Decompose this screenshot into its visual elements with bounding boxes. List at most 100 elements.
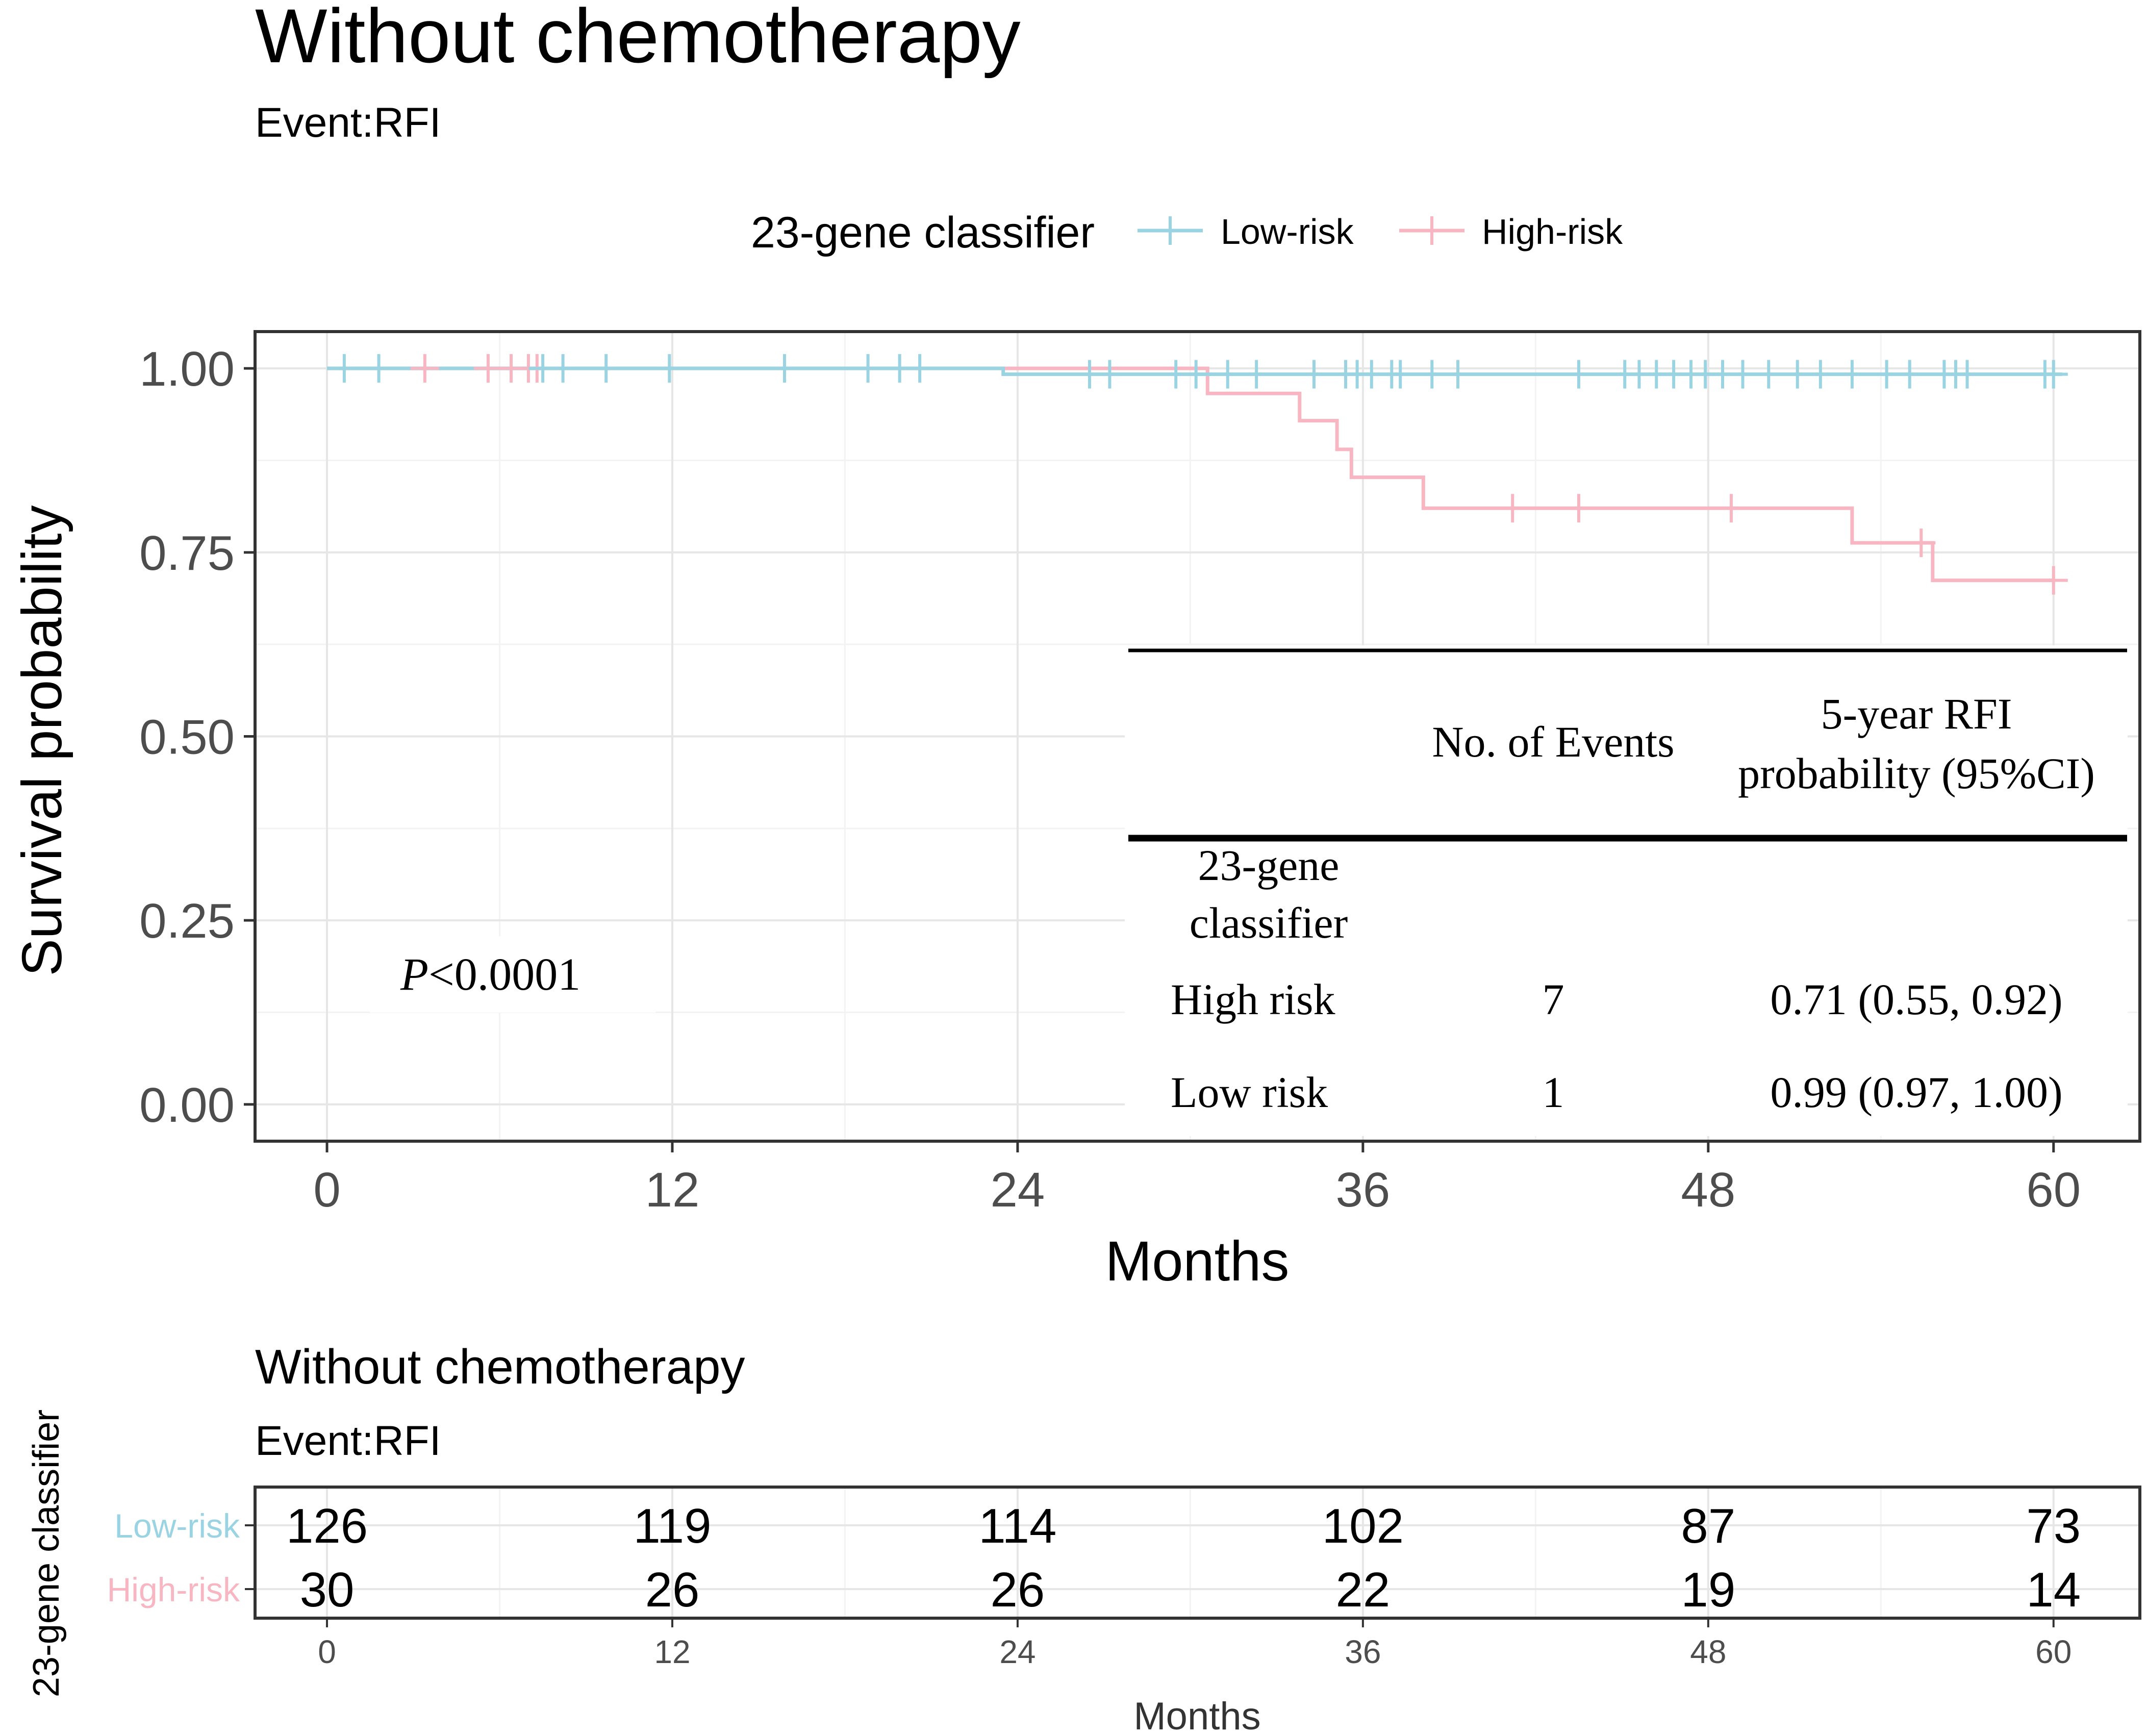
inset-header-events: No. of Events — [1432, 717, 1674, 766]
censor-mark-low-risk — [1754, 360, 1783, 389]
risk-x-tick-label: 0 — [318, 1633, 336, 1670]
legend-key-low-risk-mark — [1156, 216, 1184, 245]
censor-mark-high-risk — [410, 354, 439, 383]
risk-table-subtitle: Event:RFI — [255, 1418, 441, 1464]
censor-mark-low-risk — [1728, 360, 1757, 389]
censor-mark-low-risk — [1213, 360, 1242, 389]
censor-mark-low-risk — [1299, 360, 1328, 389]
y-tick-label: 0.25 — [139, 894, 235, 948]
risk-x-tick-label: 60 — [2035, 1633, 2072, 1670]
legend-title: 23-gene classifier — [751, 208, 1095, 257]
censor-mark-low-risk — [1181, 360, 1210, 389]
legend: 23-gene classifier Low-risk High-risk — [751, 208, 1623, 257]
y-tick-label: 0.50 — [139, 710, 235, 765]
inset-row-prob: 0.99 (0.97, 1.00) — [1770, 1068, 2062, 1117]
risk-cell-value: 73 — [2026, 1499, 2081, 1553]
censor-mark-low-risk — [1564, 360, 1593, 389]
inset-header-prob-line1: 5-year RFI — [1821, 689, 2012, 738]
censor-mark-low-risk — [1242, 360, 1271, 389]
censor-mark-low-risk — [330, 354, 359, 383]
inset-row-prob: 0.71 (0.55, 0.92) — [1770, 975, 2062, 1024]
x-tick-label: 12 — [645, 1163, 700, 1217]
y-tick-label: 1.00 — [139, 342, 235, 396]
censor-mark-high-risk — [1716, 494, 1746, 523]
censor-mark-low-risk — [548, 354, 577, 383]
inset-group-label-line2: classifier — [1190, 898, 1348, 947]
inset-row-events: 1 — [1543, 1068, 1564, 1117]
inset-table: No. of Events 5-year RFI probability (95… — [1125, 645, 2128, 1136]
censor-mark-high-risk — [1907, 529, 1936, 558]
risk-row-label: High-risk — [107, 1571, 240, 1608]
risk-table-y-axis-title: 23-gene classifier — [26, 1410, 67, 1697]
x-tick-label: 60 — [2026, 1163, 2081, 1217]
censor-mark-low-risk — [770, 354, 799, 383]
p-value-text: <0.0001 — [428, 949, 580, 1000]
chart-title: Without chemotherapy — [255, 0, 1021, 79]
risk-cell-value: 114 — [978, 1499, 1056, 1553]
p-value-symbol: P — [400, 949, 428, 1000]
risk-x-tick-label: 12 — [654, 1633, 690, 1670]
censor-mark-low-risk — [1444, 360, 1473, 389]
risk-x-tick-label: 36 — [1345, 1633, 1381, 1670]
series-line-high-risk — [327, 366, 2054, 583]
censor-mark-high-risk — [1498, 494, 1527, 523]
risk-cell-value: 126 — [286, 1499, 368, 1553]
risk-table-x-axis-title: Months — [1133, 1695, 1260, 1736]
risk-cell-value: 22 — [1335, 1563, 1390, 1617]
risk-cell-value: 87 — [1681, 1499, 1735, 1553]
y-axis-title: Survival probability — [11, 505, 73, 976]
inset-header-prob-line2: probability (95%CI) — [1738, 749, 2095, 798]
censor-mark-low-risk — [592, 354, 621, 383]
censor-mark-low-risk — [853, 354, 882, 383]
x-axis-title: Months — [1105, 1230, 1290, 1293]
censor-mark-low-risk — [1095, 360, 1124, 389]
legend-label-low-risk: Low-risk — [1221, 212, 1354, 251]
x-tick-label: 48 — [1681, 1163, 1735, 1217]
x-tick-label: 24 — [991, 1163, 1045, 1217]
risk-cell-value: 14 — [2026, 1563, 2081, 1617]
censor-mark-high-risk — [1564, 494, 1593, 523]
censor-mark-low-risk — [2039, 360, 2068, 389]
censor-mark-high-risk — [2039, 566, 2068, 595]
risk-cell-value: 119 — [633, 1499, 711, 1553]
risk-row-label: Low-risk — [114, 1507, 240, 1545]
inset-group-label-line1: 23-gene — [1198, 841, 1340, 890]
risk-cell-value: 26 — [645, 1563, 700, 1617]
risk-table-grid — [255, 1487, 2140, 1618]
legend-key-high-risk — [1399, 216, 1464, 245]
legend-key-low-risk — [1138, 216, 1203, 245]
y-tick-label: 0.00 — [139, 1078, 235, 1133]
inset-table-background — [1125, 645, 2128, 1136]
risk-x-tick-label: 48 — [1690, 1633, 1726, 1670]
x-tick-label: 36 — [1335, 1163, 1390, 1217]
y-tick-label: 0.75 — [139, 526, 235, 581]
censor-mark-low-risk — [1895, 360, 1924, 389]
risk-table-border — [254, 1486, 2141, 1620]
censor-mark-low-risk — [905, 354, 934, 383]
censor-mark-low-risk — [655, 354, 684, 383]
risk-cell-value: 102 — [1322, 1499, 1404, 1553]
legend-label-high-risk: High-risk — [1482, 212, 1623, 251]
p-value-annotation: P<0.0001 — [400, 949, 580, 1000]
censor-mark-low-risk — [1837, 360, 1866, 389]
risk-table-axes: Low-risk High-risk 0 12 24 36 48 60 — [107, 1507, 2072, 1670]
censor-mark-low-risk — [1418, 360, 1447, 389]
p-value-background — [370, 936, 655, 1013]
censor-mark-low-risk — [1953, 360, 1982, 389]
legend-key-high-risk-mark — [1418, 216, 1446, 245]
inset-row-label: Low risk — [1171, 1068, 1328, 1117]
inset-row-events: 7 — [1543, 975, 1564, 1024]
risk-table-title: Without chemotherapy — [255, 1340, 745, 1394]
risk-cell-value: 30 — [300, 1563, 355, 1617]
x-tick-label: 0 — [313, 1163, 340, 1217]
risk-table-cells: 126 119 114 102 87 73 30 26 26 22 19 14 — [286, 1499, 2081, 1617]
censor-mark-low-risk — [1386, 360, 1415, 389]
chart-subtitle: Event:RFI — [255, 99, 441, 146]
censor-mark-low-risk — [1806, 360, 1835, 389]
main-series — [327, 354, 2068, 595]
main-axes: 0 12 24 36 48 60 0.00 0.25 0.50 0.75 1.00 — [139, 342, 2081, 1217]
risk-cell-value: 19 — [1681, 1563, 1735, 1617]
risk-x-tick-label: 24 — [999, 1633, 1035, 1670]
inset-row-label: High risk — [1171, 975, 1335, 1024]
